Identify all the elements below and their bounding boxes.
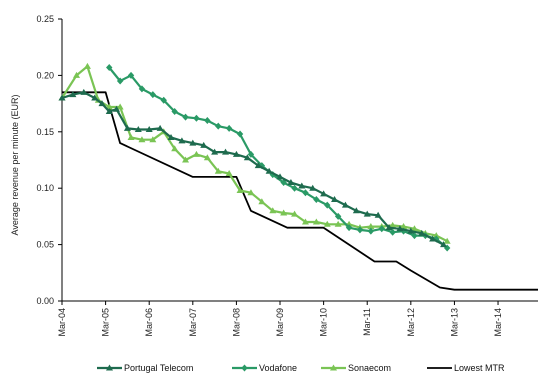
series-portugal-telecom [59,89,448,247]
series-sonaecom [59,63,451,244]
series-line-sonaecom [62,66,447,241]
data-point-vodafone [150,91,156,98]
legend-label: Portugal Telecom [124,363,193,373]
x-tick-label: Mar-08 [231,308,241,337]
x-tick-label: Mar-07 [188,308,198,337]
x-tick-label: Mar-11 [362,308,372,336]
data-point-vodafone [193,115,199,122]
x-ticks: Mar-04 Mar-05 Mar-06 Mar-07 Mar-08 Mar-09 Mar-… [57,301,503,337]
x-tick-label: Mar-05 [101,308,111,337]
x-tick-label: Mar-14 [493,308,503,337]
legend-item-portugal-telecom: Portugal Telecom [97,363,193,373]
series-line-vodafone [109,68,447,249]
data-point-vodafone [226,125,232,132]
axes [62,19,538,301]
x-tick-label: Mar-09 [275,308,285,337]
legend-label: Lowest MTR [454,363,505,373]
x-tick-label: Mar-10 [319,308,329,337]
legend: Portugal Telecom Vodafone Sonaecom Lowest M… [97,363,505,373]
x-tick-label: Mar-12 [406,308,416,337]
x-tick-label: Mar-06 [144,308,154,337]
data-point-sonaecom [193,151,200,157]
x-tick-label: Mar-13 [449,308,459,337]
data-point-vodafone [182,114,188,121]
legend-marker [241,365,247,372]
y-tick-label: 0.25 [36,14,54,24]
legend-label: Vodafone [259,363,297,373]
y-ticks: 0.00 0.05 0.10 0.15 0.20 0.25 [36,14,62,306]
y-tick-label: 0.00 [36,296,54,306]
legend-item-sonaecom: Sonaecom [321,363,391,373]
series-line-portugal-telecom [62,92,444,244]
series-layer [59,63,539,290]
y-axis-title: Average revenue per minute (EUR) [10,95,20,236]
y-tick-label: 0.15 [36,127,54,137]
y-axis-title-group: Average revenue per minute (EUR) [10,95,20,236]
data-point-vodafone [204,117,210,124]
legend-item-vodafone: Vodafone [232,363,297,373]
data-point-vodafone [291,185,297,192]
y-tick-label: 0.10 [36,183,54,193]
data-point-sonaecom [84,63,91,69]
data-point-vodafone [215,123,221,130]
y-tick-label: 0.05 [36,240,54,250]
x-tick-label: Mar-04 [57,308,67,337]
legend-item-lowest-mtr: Lowest MTR [427,363,505,373]
legend-label: Sonaecom [348,363,391,373]
y-tick-label: 0.20 [36,70,54,80]
